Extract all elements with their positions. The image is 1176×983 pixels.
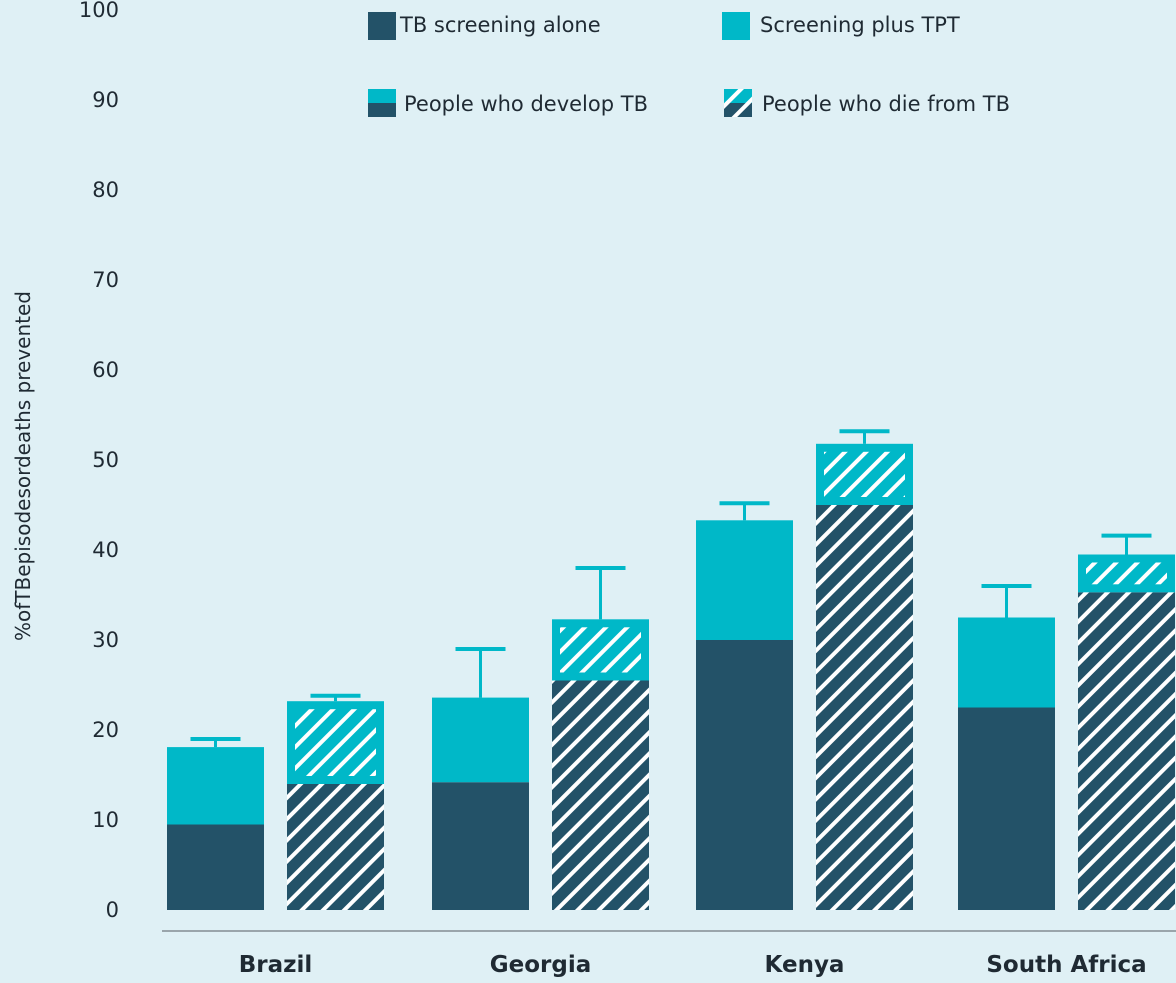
bar-segment-screening-alone-south-africa-deaths <box>1078 592 1175 910</box>
legend-label: TB screening alone <box>399 13 601 37</box>
bar-segment-plus-tpt-brazil-cases <box>167 747 264 825</box>
bar-segment-plus-tpt-kenya-deaths <box>816 443 913 505</box>
bar-segment-plus-tpt-georgia-cases <box>432 697 529 783</box>
bar-segment-fill <box>696 520 793 640</box>
legend-swatch-hatched-teal <box>724 89 752 103</box>
legend-swatch-split-teal <box>368 89 396 103</box>
legend-label: People who develop TB <box>404 92 648 116</box>
legend-swatch-split-dark <box>368 103 396 117</box>
bar-segment-plus-tpt-south-africa-deaths <box>1078 554 1175 593</box>
bar-segment-screening-alone-south-africa-cases <box>958 707 1055 910</box>
bar-segment-fill <box>432 697 529 783</box>
x-category-label: Kenya <box>765 952 845 978</box>
bar-segment-screening-alone-brazil-cases <box>167 824 264 910</box>
y-tick-label: 80 <box>92 178 119 202</box>
legend-item-people-who-die-from-tb: People who die from TB <box>724 89 1010 117</box>
legend-item-tb-screening-alone: TB screening alone <box>368 12 601 40</box>
bar-segment-fill <box>958 617 1055 708</box>
x-category-labels: Brazil Georgia Kenya South Africa <box>239 952 1147 978</box>
y-tick-label: 10 <box>92 808 119 832</box>
error-bars-group <box>190 429 1152 748</box>
legend-swatch-teal <box>722 12 750 40</box>
bar-segment-fill <box>167 747 264 825</box>
bar-segment-screening-alone-kenya-deaths <box>816 505 913 910</box>
bar-segment-screening-alone-kenya-cases <box>696 640 793 910</box>
bars-group <box>167 443 1175 910</box>
y-tick-label: 100 <box>79 0 119 22</box>
y-tick-label: 0 <box>106 898 119 922</box>
bar-segment-plus-tpt-south-africa-cases <box>958 617 1055 708</box>
legend-swatch-dark <box>368 12 396 40</box>
bar-segment-screening-alone-georgia-deaths <box>552 680 649 910</box>
y-tick-label: 70 <box>92 268 119 292</box>
bar-segment-plus-tpt-georgia-deaths <box>552 619 649 681</box>
bar-segment-screening-alone-brazil-deaths <box>287 784 384 910</box>
y-tick-label: 50 <box>92 448 119 472</box>
bar-segment-plus-tpt-kenya-cases <box>696 520 793 640</box>
bar-segment-hatch <box>1086 562 1167 585</box>
y-tick-label: 40 <box>92 538 119 562</box>
x-category-label: Georgia <box>490 952 592 978</box>
y-tick-label: 30 <box>92 628 119 652</box>
bar-segment-hatch <box>295 709 376 776</box>
y-axis-label: %ofTBepisodesordeaths prevented <box>11 291 35 641</box>
y-tick-label: 60 <box>92 358 119 382</box>
legend-item-screening-plus-tpt: Screening plus TPT <box>722 12 960 40</box>
legend-item-people-who-develop-tb: People who develop TB <box>368 89 648 117</box>
bar-segment-hatch <box>560 627 641 673</box>
bar-segment-hatch <box>824 451 905 497</box>
bar-segment-screening-alone-georgia-cases <box>432 782 529 910</box>
legend: TB screening alone Screening plus TPT Pe… <box>368 12 1010 117</box>
y-tick-labels: 0 10 20 30 40 50 60 70 80 90 100 <box>79 0 119 922</box>
x-category-label: South Africa <box>986 952 1146 978</box>
legend-swatch-hatched-dark <box>724 103 752 117</box>
y-tick-label: 20 <box>92 718 119 742</box>
x-category-label: Brazil <box>239 952 313 978</box>
y-tick-label: 90 <box>92 88 119 112</box>
bar-segment-plus-tpt-brazil-deaths <box>287 701 384 784</box>
legend-label: People who die from TB <box>762 92 1010 116</box>
legend-label: Screening plus TPT <box>760 13 960 37</box>
